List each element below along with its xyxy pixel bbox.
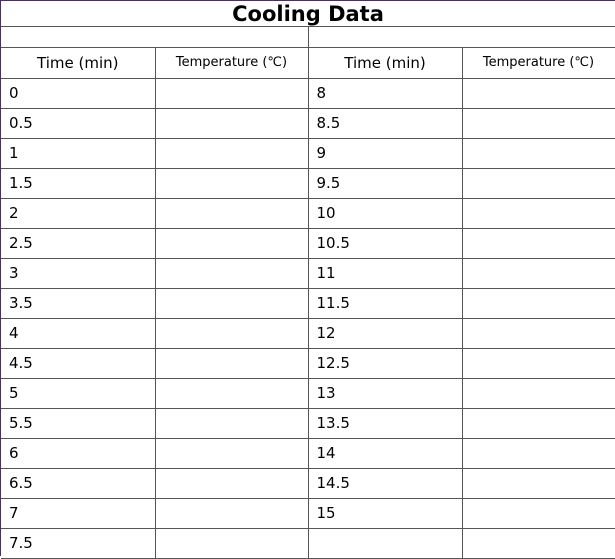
- blank-row: [1, 27, 615, 48]
- time-cell-left[interactable]: 0: [1, 78, 156, 109]
- table-row: 7 15: [1, 498, 615, 529]
- time-cell-right[interactable]: 10: [308, 198, 463, 229]
- table-row: 4 12: [1, 318, 615, 349]
- time-cell-left[interactable]: 2: [1, 198, 156, 229]
- time-cell-right[interactable]: 13.5: [308, 408, 463, 439]
- header-temperature-right: Temperature (℃): [462, 48, 615, 79]
- time-cell-right[interactable]: 10.5: [308, 228, 463, 259]
- time-cell-left[interactable]: 4.5: [1, 348, 156, 379]
- column-divider: [308, 27, 309, 47]
- table-row: 1.5 9.5: [1, 168, 615, 199]
- table-row: 3 11: [1, 258, 615, 289]
- table-row: 5 13: [1, 378, 615, 409]
- table-row: 6 14: [1, 438, 615, 469]
- time-cell-left[interactable]: 3.5: [1, 288, 156, 319]
- temperature-cell-right[interactable]: [462, 318, 615, 349]
- temperature-cell-right[interactable]: [462, 198, 615, 229]
- header-time-right: Time (min): [308, 48, 463, 79]
- temperature-cell-right[interactable]: [462, 288, 615, 319]
- temperature-cell-right[interactable]: [462, 468, 615, 499]
- time-cell-right[interactable]: 8.5: [308, 108, 463, 139]
- temperature-cell-right[interactable]: [462, 438, 615, 469]
- temperature-cell-left[interactable]: [155, 438, 309, 469]
- temperature-cell-left[interactable]: [155, 378, 309, 409]
- temperature-cell-right[interactable]: [462, 168, 615, 199]
- sheet-title: Cooling Data: [1, 1, 615, 27]
- time-cell-left[interactable]: 7.5: [1, 528, 156, 559]
- time-cell-right[interactable]: 11: [308, 258, 463, 289]
- temperature-cell-right[interactable]: [462, 498, 615, 529]
- time-cell-right[interactable]: 15: [308, 498, 463, 529]
- time-cell-left[interactable]: 3: [1, 258, 156, 289]
- temperature-cell-left[interactable]: [155, 78, 309, 109]
- temperature-cell-left[interactable]: [155, 348, 309, 379]
- time-cell-right[interactable]: 12.5: [308, 348, 463, 379]
- time-cell-right[interactable]: 9: [308, 138, 463, 169]
- temperature-cell-right[interactable]: [462, 258, 615, 289]
- temperature-cell-left[interactable]: [155, 408, 309, 439]
- table-row: 7.5: [1, 528, 615, 559]
- table-row: 0.5 8.5: [1, 108, 615, 139]
- table-row: 6.5 14.5: [1, 468, 615, 499]
- temperature-cell-right[interactable]: [462, 78, 615, 109]
- temperature-cell-left[interactable]: [155, 168, 309, 199]
- time-cell-right[interactable]: 8: [308, 78, 463, 109]
- time-cell-right[interactable]: 11.5: [308, 288, 463, 319]
- header-time-left: Time (min): [1, 48, 156, 79]
- temperature-cell-right[interactable]: [462, 138, 615, 169]
- table-row: 4.5 12.5: [1, 348, 615, 379]
- table-row: 2 10: [1, 198, 615, 229]
- time-cell-right[interactable]: 14.5: [308, 468, 463, 499]
- time-cell-right[interactable]: 12: [308, 318, 463, 349]
- time-cell-left[interactable]: 6: [1, 438, 156, 469]
- time-cell-left[interactable]: 7: [1, 498, 156, 529]
- time-cell-right[interactable]: 14: [308, 438, 463, 469]
- table-row: 3.5 11.5: [1, 288, 615, 319]
- header-row: Time (min) Temperature (℃) Time (min) Te…: [1, 48, 615, 79]
- temperature-cell-left[interactable]: [155, 498, 309, 529]
- header-temperature-left: Temperature (℃): [155, 48, 309, 79]
- time-cell-right[interactable]: [308, 528, 463, 559]
- time-cell-left[interactable]: 1: [1, 138, 156, 169]
- temperature-cell-right[interactable]: [462, 378, 615, 409]
- temperature-cell-left[interactable]: [155, 288, 309, 319]
- temperature-cell-right[interactable]: [462, 108, 615, 139]
- temperature-cell-left[interactable]: [155, 258, 309, 289]
- temperature-cell-right[interactable]: [462, 528, 615, 559]
- temperature-cell-left[interactable]: [155, 228, 309, 259]
- temperature-cell-left[interactable]: [155, 198, 309, 229]
- temperature-cell-right[interactable]: [462, 228, 615, 259]
- temperature-cell-right[interactable]: [462, 408, 615, 439]
- cooling-data-table: Time (min) Temperature (℃) Time (min) Te…: [1, 48, 615, 559]
- temperature-cell-left[interactable]: [155, 138, 309, 169]
- time-cell-left[interactable]: 1.5: [1, 168, 156, 199]
- temperature-cell-left[interactable]: [155, 318, 309, 349]
- time-cell-left[interactable]: 0.5: [1, 108, 156, 139]
- time-cell-left[interactable]: 5: [1, 378, 156, 409]
- temperature-cell-left[interactable]: [155, 108, 309, 139]
- time-cell-left[interactable]: 4: [1, 318, 156, 349]
- time-cell-right[interactable]: 9.5: [308, 168, 463, 199]
- time-cell-right[interactable]: 13: [308, 378, 463, 409]
- table-row: 2.5 10.5: [1, 228, 615, 259]
- table-body: 0 8 0.5 8.5 1 9 1.5 9.5 2 10 2.5 10.5 3 11 3.5 11.5 4 12 4…: [1, 78, 615, 559]
- temperature-cell-left[interactable]: [155, 468, 309, 499]
- time-cell-left[interactable]: 6.5: [1, 468, 156, 499]
- time-cell-left[interactable]: 2.5: [1, 228, 156, 259]
- temperature-cell-right[interactable]: [462, 348, 615, 379]
- temperature-cell-left[interactable]: [155, 528, 309, 559]
- time-cell-left[interactable]: 5.5: [1, 408, 156, 439]
- table-row: 5.5 13.5: [1, 408, 615, 439]
